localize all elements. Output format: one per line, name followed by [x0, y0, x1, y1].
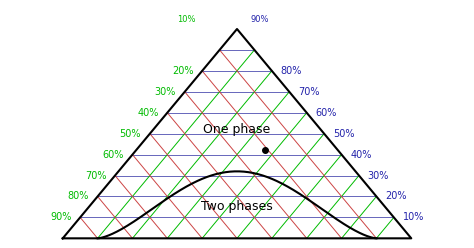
Text: 40%: 40% [350, 150, 372, 160]
Text: Two phases: Two phases [201, 200, 273, 214]
Text: 70%: 70% [298, 87, 319, 97]
Text: 30%: 30% [155, 87, 176, 97]
Text: One phase: One phase [203, 123, 271, 136]
Text: 70%: 70% [85, 171, 106, 181]
Text: 40%: 40% [137, 108, 159, 118]
Text: 20%: 20% [385, 191, 407, 201]
Text: 10%: 10% [402, 212, 424, 222]
Text: 90%: 90% [50, 212, 72, 222]
Text: 30%: 30% [368, 171, 389, 181]
Text: 80%: 80% [67, 191, 89, 201]
Text: 60%: 60% [315, 108, 337, 118]
Text: 50%: 50% [119, 129, 141, 139]
Text: 90%: 90% [251, 15, 269, 24]
Text: 20%: 20% [172, 66, 193, 76]
Text: 50%: 50% [333, 129, 355, 139]
Text: 60%: 60% [102, 150, 124, 160]
Text: 10%: 10% [177, 15, 195, 24]
Text: 80%: 80% [281, 66, 302, 76]
